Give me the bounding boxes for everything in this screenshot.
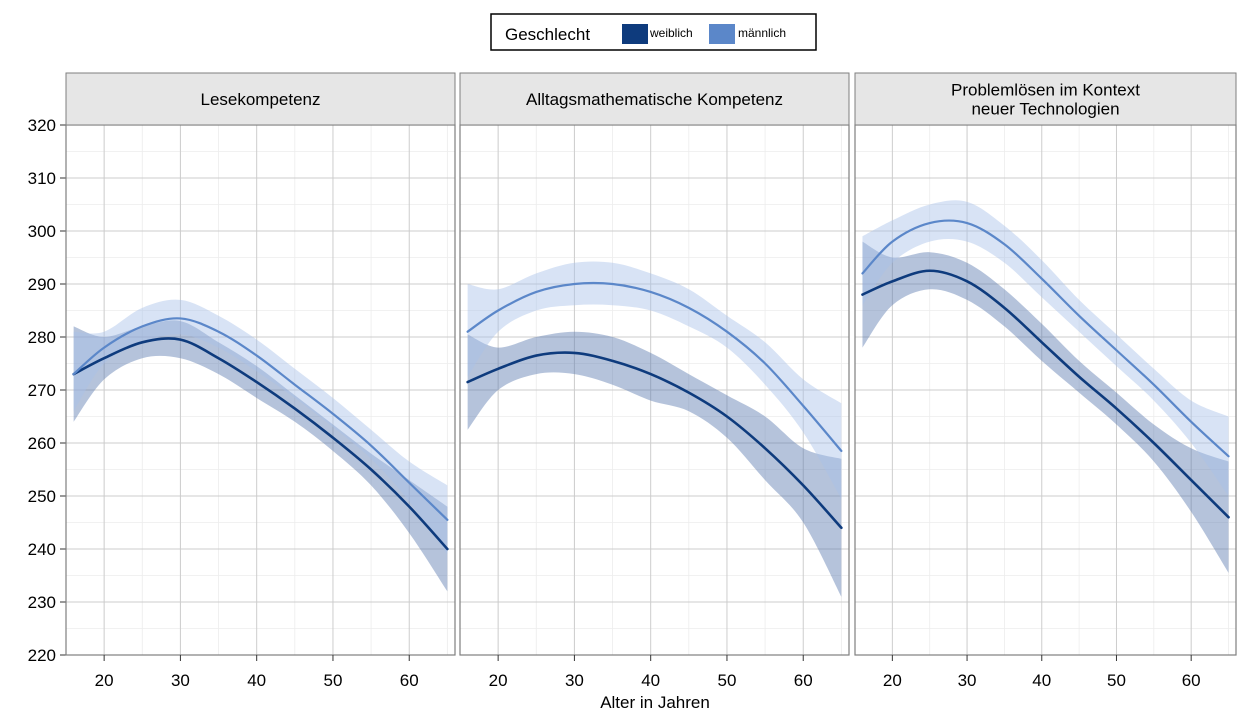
y-tick-label: 270 (28, 381, 56, 400)
confidence-band-maennlich (467, 261, 842, 499)
legend: Geschlecht weiblich männlich (490, 13, 817, 51)
confidence-band-weiblich (862, 241, 1229, 573)
y-tick-label: 250 (28, 487, 56, 506)
series-line-maennlich (466, 281, 843, 453)
panel-2: Alltagsmathematische Kompetenz 20 30 40 50 60 (459, 72, 850, 690)
x-tick-label: 30 (171, 671, 190, 690)
x-axis-title: Alter in Jahren (600, 693, 710, 712)
y-tick-label: 310 (28, 169, 56, 188)
panel-1: Lesekompetenz 20 30 40 50 60 (65, 72, 456, 690)
legend-frame (490, 13, 817, 51)
panel-strip (459, 72, 850, 126)
x-tick-label: 20 (95, 671, 114, 690)
legend-label-maennlich: männlich (738, 26, 786, 40)
legend-label-weiblich: weiblich (649, 26, 693, 40)
x-tick-label: 60 (794, 671, 813, 690)
x-tick-label: 40 (1032, 671, 1051, 690)
x-tick-label: 30 (565, 671, 584, 690)
panel-title: Problemlösen im Kontext (951, 81, 1140, 100)
panel-strip (854, 72, 1237, 126)
confidence-band-maennlich (73, 299, 448, 555)
x-tick-label: 50 (1107, 671, 1126, 690)
y-tick-label: 320 (28, 116, 56, 135)
x-tick-label: 30 (958, 671, 977, 690)
x-tick-label: 50 (717, 671, 736, 690)
series-line-weiblich (466, 351, 843, 530)
x-tick-label: 50 (323, 671, 342, 690)
x-tick-label: 20 (489, 671, 508, 690)
legend-swatch-maennlich (709, 24, 735, 44)
y-tick-label: 260 (28, 434, 56, 453)
legend-swatch-weiblich (622, 24, 648, 44)
panel-data (861, 200, 1230, 573)
x-tick-label: 60 (1182, 671, 1201, 690)
y-tick-label: 220 (28, 646, 56, 665)
panel-title: Lesekompetenz (200, 90, 320, 109)
y-tick-label: 240 (28, 540, 56, 559)
panel-data (72, 299, 449, 592)
y-tick-label: 230 (28, 593, 56, 612)
confidence-band-maennlich (862, 200, 1229, 496)
y-axis: 220 230 240 250 260 270 280 290 300 310 320 (28, 116, 66, 665)
confidence-band-weiblich (467, 331, 842, 597)
legend-title: Geschlecht (505, 25, 590, 44)
series-line-maennlich (72, 317, 449, 521)
panel-title: Alltagsmathematische Kompetenz (526, 90, 783, 109)
y-tick-label: 300 (28, 222, 56, 241)
x-tick-label: 40 (641, 671, 660, 690)
panel-strip (65, 72, 456, 126)
series-line-maennlich (861, 219, 1230, 458)
x-tick-label: 60 (400, 671, 419, 690)
panel-data (466, 261, 843, 597)
series-line-weiblich (861, 269, 1230, 519)
y-tick-label: 290 (28, 275, 56, 294)
y-tick-label: 280 (28, 328, 56, 347)
confidence-band-weiblich (73, 320, 448, 592)
x-tick-label: 20 (883, 671, 902, 690)
series-line-weiblich (72, 337, 449, 551)
x-tick-label: 40 (247, 671, 266, 690)
panel-title: neuer Technologien (971, 100, 1119, 119)
